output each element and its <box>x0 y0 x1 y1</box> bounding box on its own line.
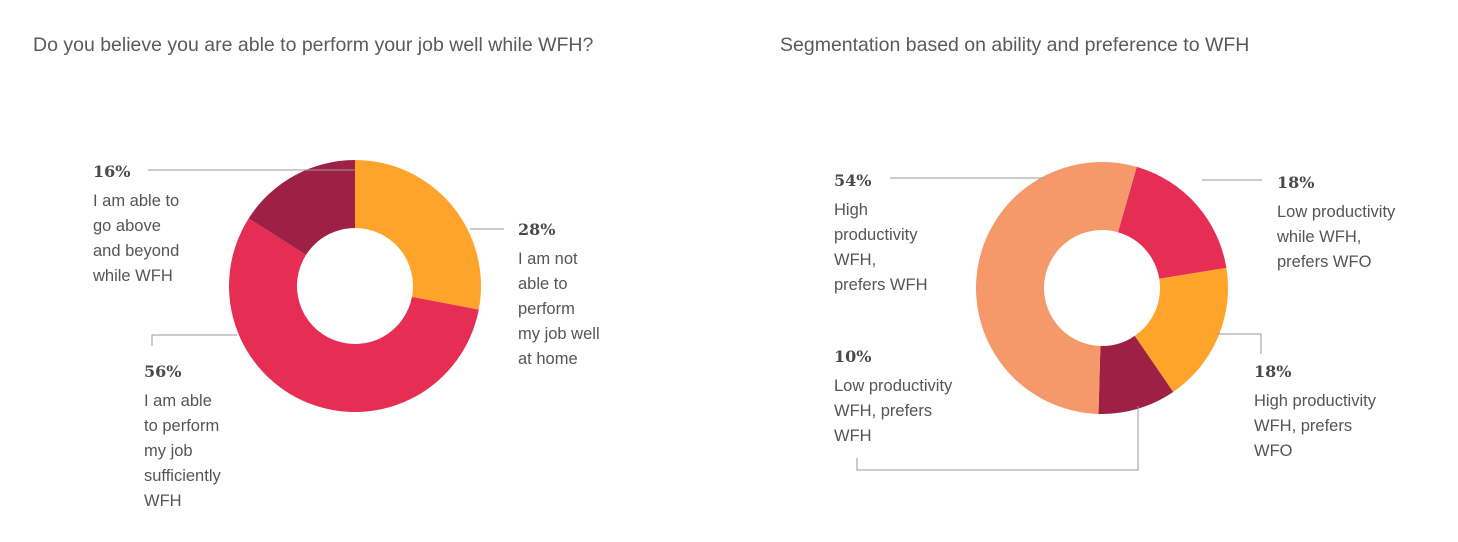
slice-text: I am not able to perform my job well at … <box>518 250 600 368</box>
slice-percent: 18% <box>1277 173 1315 192</box>
chart-2-slices <box>976 162 1228 414</box>
chart2-slice-2 <box>1134 267 1228 392</box>
chart1-label-28: 28% I am not able to perform my job well… <box>518 219 658 372</box>
chart-1-slices <box>228 160 481 413</box>
chart2-label-18-low: 18% Low productivity while WFH, prefers … <box>1277 172 1447 275</box>
chart-2-title: Segmentation based on ability and prefer… <box>780 34 1250 56</box>
chart2-label-10: 10% Low productivity WFH, prefers WFH <box>834 346 1004 449</box>
slice-percent: 18% <box>1254 362 1292 381</box>
chart-1-title: Do you believe you are able to perform y… <box>33 34 594 56</box>
slice-percent: 54% <box>834 171 872 190</box>
chart1-slice-3 <box>248 160 355 255</box>
slice-percent: 28% <box>518 220 556 239</box>
slice-text: High productivity WFH, prefers WFO <box>1254 392 1376 460</box>
leader-lines <box>148 169 1262 471</box>
leader-line-chart2-18b <box>1215 333 1262 354</box>
chart2-slice-3 <box>1098 335 1174 414</box>
slice-text: Low productivity WFH, prefers WFH <box>834 377 953 445</box>
slice-percent: 10% <box>834 347 872 366</box>
leader-line-chart1-56 <box>151 334 237 346</box>
chart1-slice-2 <box>228 218 479 413</box>
chart1-label-16: 16% I am able to go above and beyond whi… <box>93 161 233 289</box>
leader-line-chart2-10 <box>856 406 1139 471</box>
slice-text: Low productivity while WFH, prefers WFO <box>1277 203 1396 271</box>
slice-text: I am able to perform my job sufficiently… <box>144 392 221 510</box>
slice-percent: 56% <box>144 362 182 381</box>
chart1-slice-1 <box>355 160 481 310</box>
chart2-label-18-high: 18% High productivity WFH, prefers WFO <box>1254 361 1424 464</box>
chart2-slice-4 <box>976 162 1137 414</box>
slice-text: High productivity WFH, prefers WFH <box>834 201 928 294</box>
chart2-label-54: 54% High productivity WFH, prefers WFH <box>834 170 984 298</box>
slice-text: I am able to go above and beyond while W… <box>93 192 180 285</box>
slice-percent: 16% <box>93 162 131 181</box>
chart1-label-56: 56% I am able to perform my job sufficie… <box>144 361 284 514</box>
chart2-slice-1 <box>1117 166 1227 279</box>
